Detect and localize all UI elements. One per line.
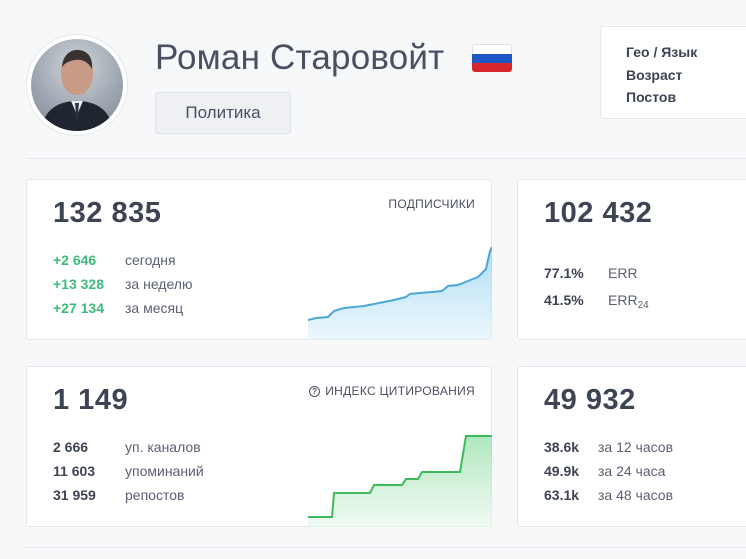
citation-card[interactable]: 1 149 ? ИНДЕКС ЦИТИРОВАНИЯ 2 666 уп. кана…	[26, 366, 492, 527]
age-label: Возраст	[626, 66, 683, 83]
citation-sparkline	[308, 435, 492, 527]
citation-label[interactable]: ? ИНДЕКС ЦИТИРОВАНИЯ	[309, 384, 475, 398]
subscribers-week: +13 328 за неделю	[53, 276, 193, 292]
views-12h: 38.6k за 12 часов	[544, 439, 674, 455]
citation-total: 1 149	[53, 384, 129, 416]
meta-box: Гео / Язык Возраст Постов	[600, 26, 746, 119]
russia-flag-icon	[472, 44, 512, 72]
views-total: 49 932	[544, 384, 636, 416]
posts-label: Постов	[626, 89, 677, 105]
channel-name: Роман Старовойт	[155, 38, 445, 77]
views-24h: 49.9k за 24 часа	[544, 463, 666, 479]
err-row: 77.1% ERR	[544, 265, 638, 281]
subscribers-month: +27 134 за месяц	[53, 300, 184, 316]
divider	[26, 547, 746, 548]
subscribers-total: 132 835	[53, 197, 162, 229]
views-48h: 63.1k за 48 часов	[544, 487, 674, 503]
divider	[26, 158, 746, 159]
subscribers-today: +2 646 сегодня	[53, 252, 176, 268]
category-tag[interactable]: Политика	[155, 92, 291, 134]
avatar-photo	[31, 39, 123, 131]
citation-channels: 2 666 уп. каналов	[53, 439, 201, 455]
citation-reposts: 31 959 репостов	[53, 487, 185, 503]
geo-label: Гео / Язык	[626, 44, 698, 60]
reach-total: 102 432	[544, 197, 653, 229]
avatar[interactable]	[26, 34, 128, 136]
subscribers-sparkline	[308, 246, 492, 340]
help-icon[interactable]: ?	[309, 385, 321, 397]
reach-card[interactable]: 102 432 77.1% ERR 41.5% ERR24	[517, 179, 746, 340]
citation-mentions: 11 603 упоминаний	[53, 463, 204, 479]
err24-row: 41.5% ERR24	[544, 292, 649, 311]
subscribers-card[interactable]: 132 835 ПОДПИСЧИКИ +2 646 сегодня +13 328…	[26, 179, 492, 340]
views-card[interactable]: 49 932 38.6k за 12 часов 49.9k за 24 часа …	[517, 366, 746, 527]
subscribers-label: ПОДПИСЧИКИ	[388, 197, 475, 211]
